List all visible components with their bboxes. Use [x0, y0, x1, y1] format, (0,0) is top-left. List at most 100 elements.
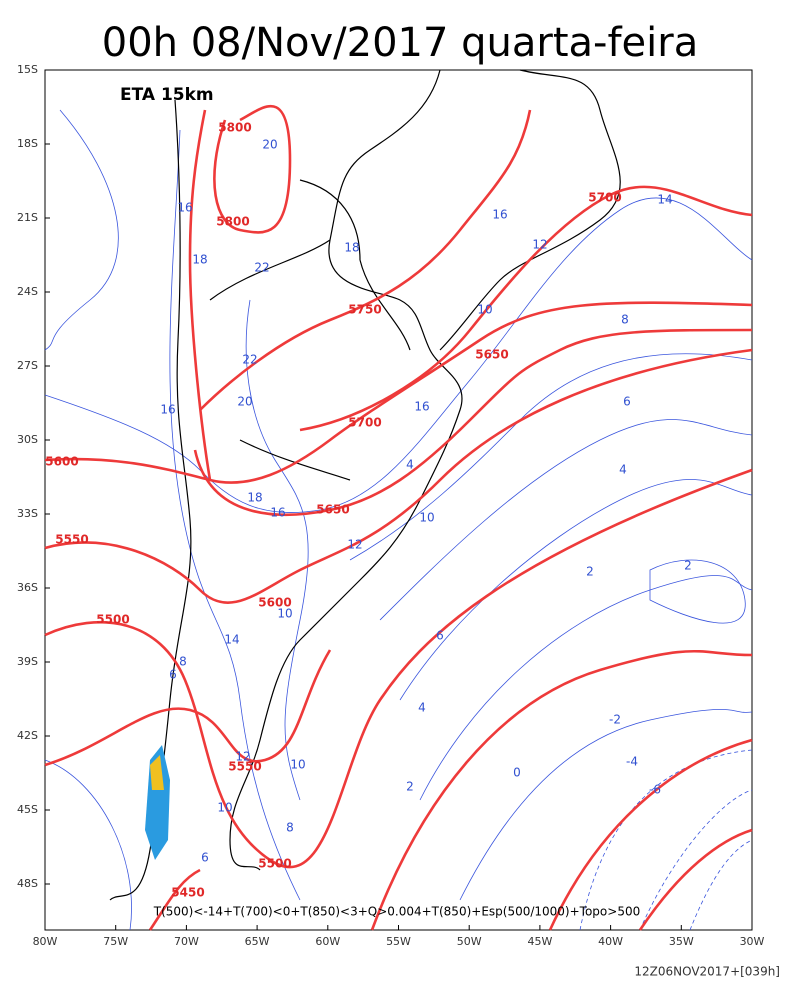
isotherm-label: 6: [623, 395, 631, 409]
lon-label: 60W: [315, 935, 340, 948]
isotherm-label: 6: [436, 629, 444, 643]
lon-label: 75W: [103, 935, 128, 948]
isotherm-label: 8: [621, 313, 629, 327]
isotherm-label: 16: [414, 400, 429, 414]
isotherm-label: 22: [254, 261, 269, 275]
geopotential-line: [188, 109, 212, 481]
geopotential-line: [299, 185, 753, 432]
isotherm-label: 2: [684, 559, 692, 573]
isotherm-negative: [579, 749, 753, 931]
model-label: ETA 15km: [120, 85, 214, 105]
footer: 12Z06NOV2017+[039h]: [634, 965, 780, 979]
lat-label: 30S: [17, 433, 38, 446]
isotherm: [419, 575, 753, 801]
geopotential-label: 5800: [218, 121, 251, 135]
red-contours: [44, 104, 753, 931]
isotherm-label: 18: [247, 491, 262, 505]
coastline-brazil: [439, 69, 621, 351]
geopotential-label: 5500: [258, 857, 291, 871]
isotherm-label: 16: [270, 506, 285, 520]
coastline-west: [109, 99, 192, 901]
geopotential-line: [213, 104, 292, 234]
lat-label: 27S: [17, 359, 38, 372]
isotherm-label: -2: [609, 713, 621, 727]
isotherm: [245, 299, 309, 801]
isotherm-label: 4: [418, 701, 426, 715]
title: 00h 08/Nov/2017 quarta-feira: [102, 20, 698, 66]
isotherm-label: 8: [179, 655, 187, 669]
geopotential-label: 5750: [348, 303, 381, 317]
isotherm-negative: [689, 839, 753, 931]
isotherm: [459, 708, 753, 901]
isotherm-label: 10: [217, 801, 232, 815]
coastline-east: [229, 69, 463, 871]
lat-label: 39S: [17, 655, 38, 668]
lat-label: 21S: [17, 211, 38, 224]
isotherm: [44, 109, 119, 351]
coastlines: [109, 69, 621, 901]
isotherm-label: 6: [201, 851, 209, 865]
isotherm-label: 16: [492, 208, 507, 222]
geopotential-line: [548, 738, 753, 931]
lon-label: 70W: [174, 935, 199, 948]
isotherm-label: 12: [235, 750, 250, 764]
lat-label: 42S: [17, 729, 38, 742]
isotherm-label: 20: [262, 138, 277, 152]
geopotential-line: [44, 468, 753, 869]
geopotential-label: 5700: [588, 191, 621, 205]
map: ETA 15km T(500)<-14+T(700)<0+T(850)<3+Q>…: [44, 69, 753, 931]
isotherm: [44, 759, 132, 931]
isotherm-label: 18: [192, 253, 207, 267]
isotherm-label: 12: [347, 538, 362, 552]
geopotential-label: 5650: [316, 503, 349, 517]
isotherm-label: 4: [619, 463, 627, 477]
isotherm-label: 10: [277, 607, 292, 621]
lat-label: 15S: [17, 63, 38, 76]
isotherm-negative: [639, 789, 753, 931]
lat-label: 24S: [17, 285, 38, 298]
geopotential-label: 5450: [171, 886, 204, 900]
lat-label: 48S: [17, 877, 38, 890]
isotherm-label: 2: [586, 565, 594, 579]
isotherm: [379, 419, 753, 621]
geopotential-label: 5600: [258, 596, 291, 610]
geopotential-line: [44, 649, 332, 767]
geopotential-line: [193, 328, 753, 517]
geopotential-label: 5600: [45, 455, 78, 469]
geopotential-line: [370, 649, 753, 931]
isotherm-label: 16: [160, 403, 175, 417]
isotherm-label: 22: [242, 353, 257, 367]
isotherm-label: -6: [649, 783, 661, 797]
lon-label: 40W: [598, 935, 623, 948]
legend-formula: T(500)<-14+T(700)<0+T(850)<3+Q>0.004+T(8…: [153, 905, 640, 919]
isotherm-label: 16: [177, 201, 192, 215]
geopotential-label: 5550: [55, 533, 88, 547]
geopotential-line: [148, 868, 201, 931]
geopotential-line: [638, 828, 753, 931]
lon-label: 35W: [669, 935, 694, 948]
precip-shade: [150, 755, 164, 790]
borders: [209, 179, 411, 481]
lon-label: 80W: [33, 935, 58, 948]
geopotential-line: [44, 348, 753, 604]
lon-label: 45W: [527, 935, 552, 948]
isotherm-label: 10: [419, 511, 434, 525]
geopotential-label: 5800: [216, 215, 249, 229]
lat-label: 45S: [17, 803, 38, 816]
isotherm-label: 14: [224, 633, 239, 647]
geopotential-label: 5550: [228, 760, 261, 774]
isotherm: [169, 129, 301, 901]
isotherm-label: 14: [657, 193, 672, 207]
isotherm-label: 8: [286, 821, 294, 835]
isotherm-label: 20: [237, 395, 252, 409]
lat-label: 36S: [17, 581, 38, 594]
geopotential-line: [44, 301, 753, 484]
isotherm-label: 0: [513, 766, 521, 780]
geopotential-label: 5700: [348, 416, 381, 430]
isotherm-label: 12: [532, 238, 547, 252]
lat-label: 33S: [17, 507, 38, 520]
isotherm-label: 6: [169, 668, 177, 682]
geopotential-label: 5650: [475, 348, 508, 362]
isotherm-label: 10: [477, 303, 492, 317]
geopotential-label: 5500: [96, 613, 129, 627]
